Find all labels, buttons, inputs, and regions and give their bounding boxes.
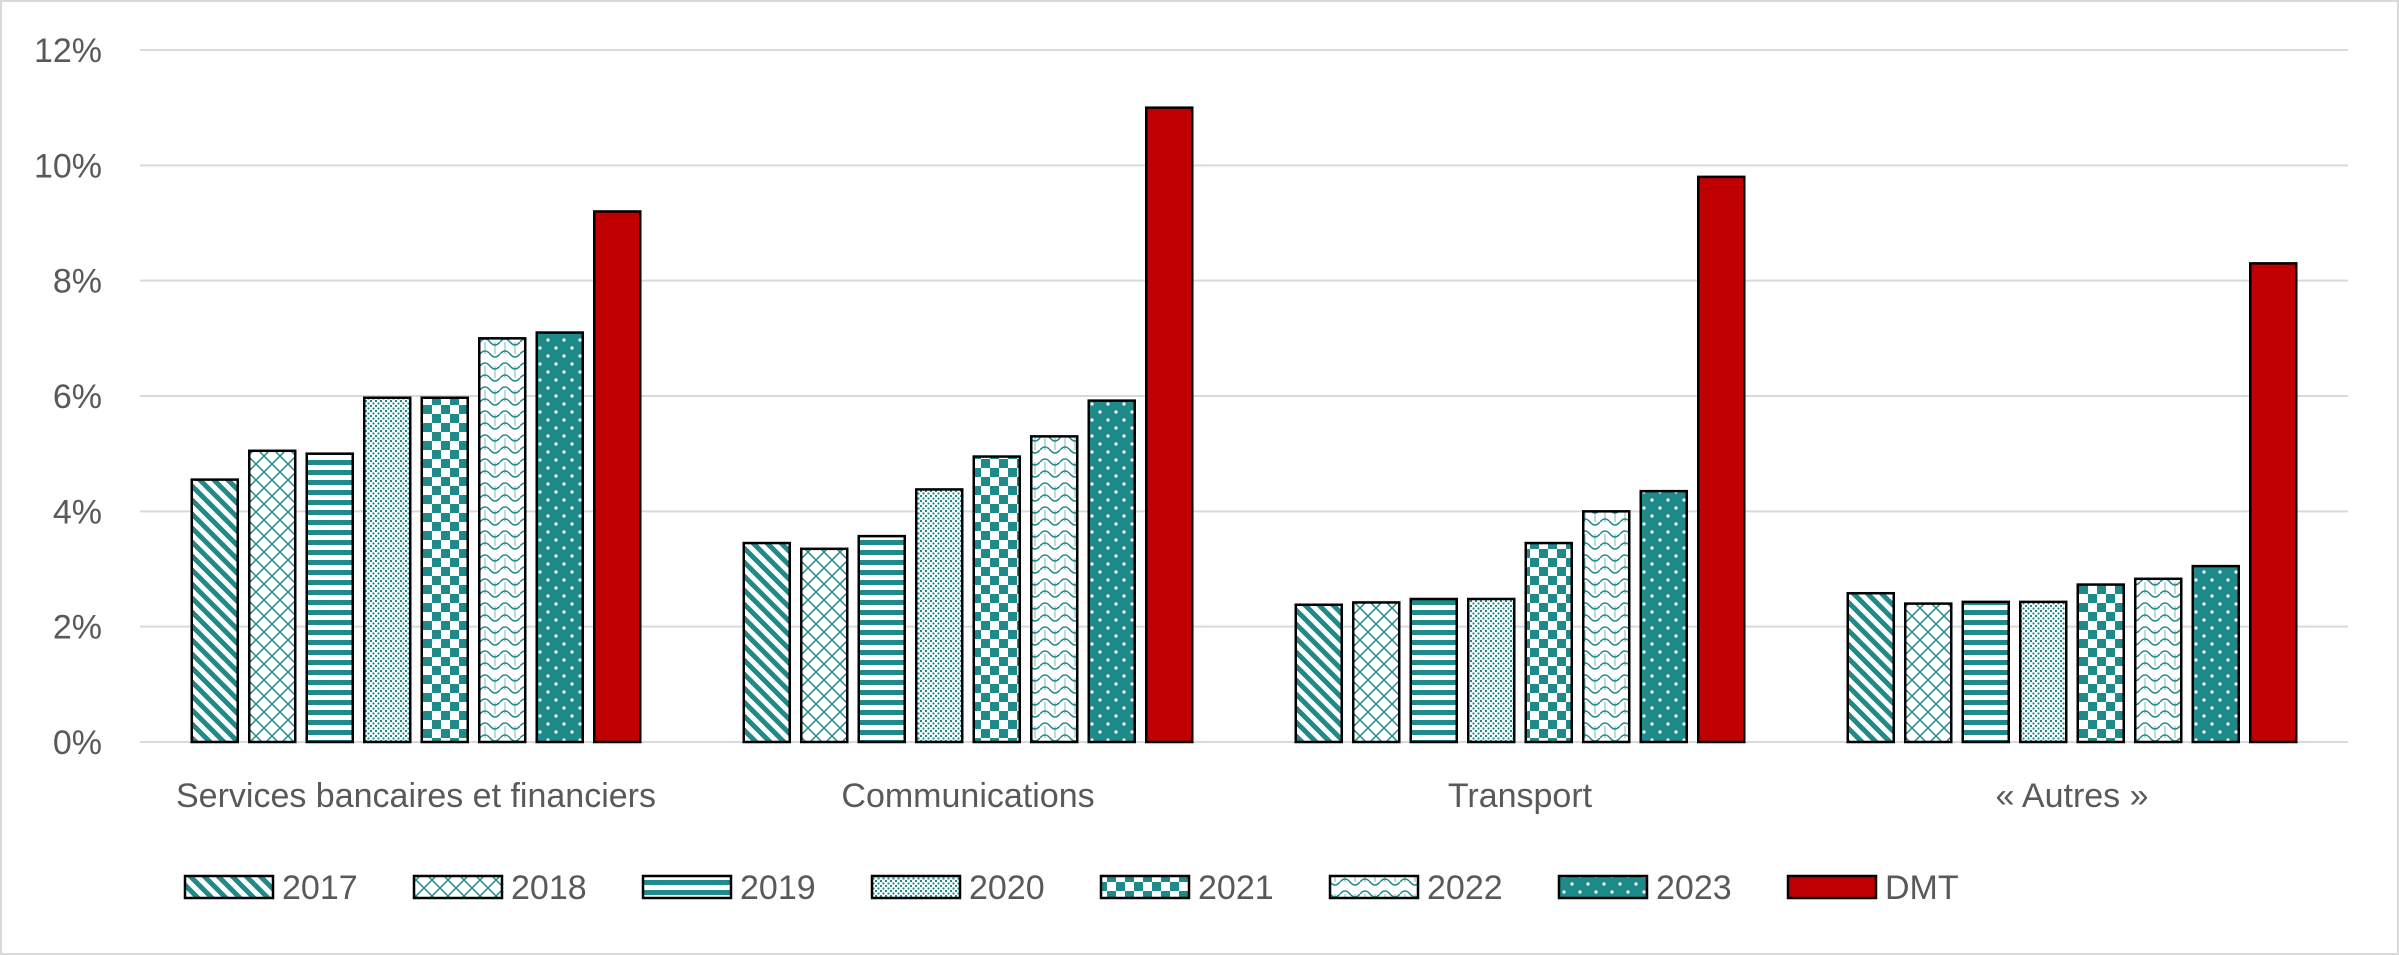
- y-tick-label: 6%: [53, 378, 102, 416]
- bar-2023-3: [2191, 564, 2240, 744]
- bar-2017-2: [1294, 603, 1343, 744]
- bars: [190, 106, 2298, 744]
- bar-dmt-1: [1145, 106, 1194, 744]
- legend-swatch-2021: [1099, 874, 1191, 900]
- y-axis-tick-labels: 0% 2% 4% 6% 8% 10% 12%: [34, 32, 102, 762]
- legend-label: 2022: [1427, 869, 1503, 907]
- y-tick-label: 2%: [53, 609, 102, 647]
- category-label: « Autres »: [1995, 777, 2148, 815]
- legend: 2017 2018 2019 2020 2021 2022 2023 DMT: [183, 869, 1959, 907]
- bar-2022-1: [1030, 435, 1079, 744]
- bar-2018-3: [1904, 602, 1953, 744]
- bar-2020-2: [1467, 597, 1516, 744]
- bar-2023-1: [1087, 399, 1136, 744]
- bar-dmt-0: [593, 210, 642, 744]
- y-tick-label: 4%: [53, 493, 102, 531]
- bar-2022-2: [1582, 510, 1631, 744]
- legend-label: 2018: [511, 869, 587, 907]
- legend-swatch-2017: [183, 874, 275, 900]
- y-tick-label: 0%: [53, 724, 102, 762]
- bar-2018-2: [1352, 601, 1401, 744]
- bar-2019-3: [1961, 600, 2010, 744]
- category-label: Communications: [841, 777, 1094, 815]
- y-tick-label: 10%: [34, 147, 102, 185]
- bar-2018-0: [248, 449, 297, 744]
- legend-swatch-2022: [1328, 874, 1420, 900]
- legend-label: 2017: [282, 869, 358, 907]
- bar-2020-0: [363, 396, 412, 744]
- bar-2022-3: [2134, 577, 2183, 744]
- bar-2020-1: [915, 488, 964, 744]
- bar-2017-3: [1846, 591, 1895, 744]
- bar-2021-0: [420, 396, 469, 744]
- bar-2021-2: [1524, 541, 1573, 744]
- bar-2018-1: [800, 547, 849, 744]
- bar-dmt-3: [2249, 262, 2298, 744]
- legend-swatch-2019: [641, 874, 733, 900]
- category-label: Transport: [1448, 777, 1593, 815]
- legend-swatch-2020: [870, 874, 962, 900]
- bar-2021-3: [2076, 583, 2125, 744]
- bar-2017-1: [742, 541, 791, 744]
- legend-label: 2021: [1198, 869, 1274, 907]
- legend-label: DMT: [1885, 869, 1959, 907]
- bar-2019-1: [857, 534, 906, 744]
- bar-dmt-2: [1697, 175, 1746, 744]
- bar-2022-0: [478, 337, 527, 744]
- legend-swatch-dmt: [1786, 874, 1878, 900]
- bar-2020-3: [2019, 600, 2068, 744]
- bar-2023-0: [535, 331, 584, 744]
- bar-2021-1: [972, 455, 1021, 744]
- bar-2017-0: [190, 478, 239, 744]
- bar-2019-0: [305, 452, 354, 744]
- category-label: Services bancaires et financiers: [176, 777, 656, 815]
- legend-swatch-2023: [1557, 874, 1649, 900]
- bar-2019-2: [1409, 597, 1458, 744]
- legend-swatch-2018: [412, 874, 504, 900]
- y-tick-label: 12%: [34, 32, 102, 70]
- legend-label: 2019: [740, 869, 816, 907]
- legend-label: 2020: [969, 869, 1045, 907]
- legend-label: 2023: [1656, 869, 1732, 907]
- bar-2023-2: [1639, 489, 1688, 744]
- gridlines: [140, 49, 2348, 743]
- x-axis-category-labels: Services bancaires et financiers Communic…: [176, 777, 2149, 815]
- y-tick-label: 8%: [53, 263, 102, 301]
